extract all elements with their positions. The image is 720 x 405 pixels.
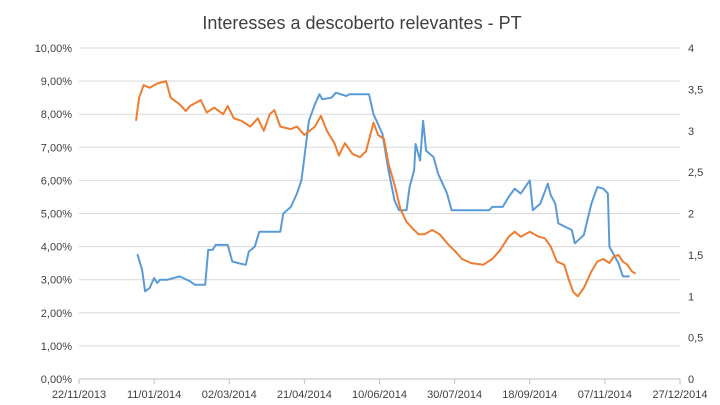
x-tick-label: 27/12/2014 xyxy=(652,389,707,401)
y-left-tick-label: 4,00% xyxy=(41,242,72,254)
y-axis-left: 0,00% 1,00% 2,00% 3,00% 4,00% 5,00% 6,00% 7,00%… xyxy=(35,43,73,386)
y-left-tick-label: 5,00% xyxy=(41,209,72,221)
series-line-right-axis xyxy=(135,80,636,298)
y-axis-right: 0 0,5 1 1,5 2 2,5 3 3,5 4 xyxy=(688,43,703,386)
y-right-tick-label: 4 xyxy=(688,43,694,55)
series-line-left-axis xyxy=(136,91,630,293)
y-right-tick-label: 2,5 xyxy=(688,167,703,179)
y-left-tick-label: 3,00% xyxy=(41,275,72,287)
x-tick-label: 30/07/2014 xyxy=(427,389,482,401)
x-tick-label: 07/11/2014 xyxy=(578,389,632,401)
y-right-tick-label: 3 xyxy=(688,126,694,138)
y-left-tick-label: 2,00% xyxy=(41,308,72,320)
x-tick-label: 18/09/2014 xyxy=(502,389,557,401)
y-left-tick-label: 0,00% xyxy=(41,374,72,386)
x-tick-label: 22/11/2013 xyxy=(52,389,106,401)
y-right-tick-label: 1 xyxy=(688,291,694,303)
y-right-tick-label: 1,5 xyxy=(688,250,703,262)
y-right-tick-label: 2 xyxy=(688,209,694,221)
chart-title: Interesses a descoberto relevantes - PT xyxy=(202,13,521,33)
grid xyxy=(79,47,680,380)
y-right-tick-label: 0,5 xyxy=(688,333,703,345)
y-right-tick-label: 3,5 xyxy=(688,84,703,96)
y-left-tick-label: 9,00% xyxy=(41,76,72,88)
x-axis: 22/11/2013 11/01/2014 02/03/2014 21/04/2014… xyxy=(52,379,708,401)
x-tick-label: 10/06/2014 xyxy=(352,389,407,401)
y-left-tick-label: 1,00% xyxy=(41,341,72,353)
series-group xyxy=(135,80,636,298)
y-left-tick-label: 8,00% xyxy=(41,109,72,121)
y-left-tick-label: 7,00% xyxy=(41,142,72,154)
y-left-tick-label: 10,00% xyxy=(35,43,73,55)
x-tick-label: 11/01/2014 xyxy=(127,389,181,401)
x-tick-label: 02/03/2014 xyxy=(202,389,257,401)
y-right-tick-label: 0 xyxy=(688,374,694,386)
y-left-tick-label: 6,00% xyxy=(41,175,72,187)
x-tick-label: 21/04/2014 xyxy=(277,389,332,401)
